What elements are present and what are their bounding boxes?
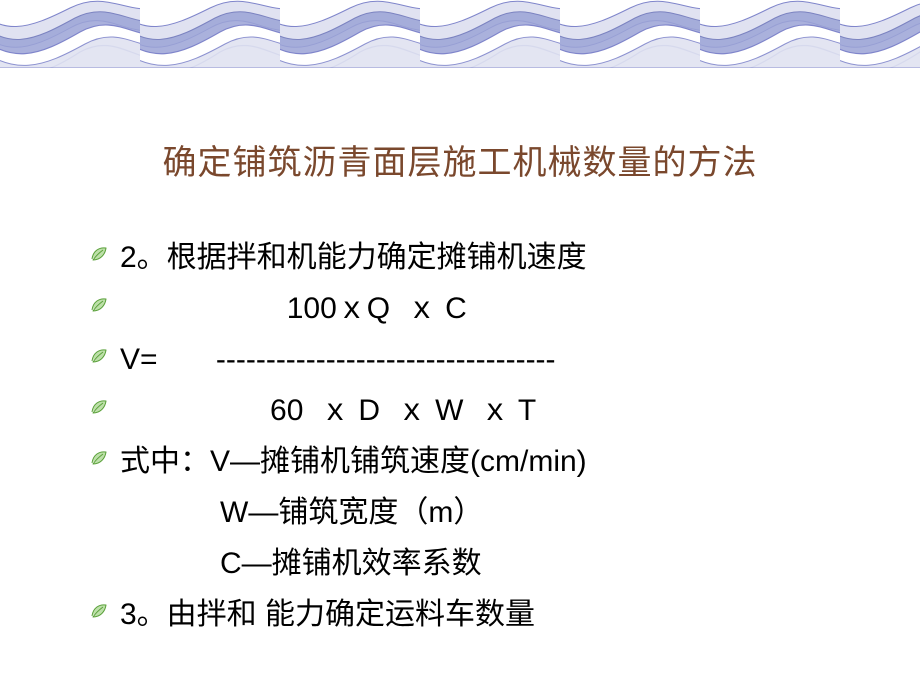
body-text: 100ｘQ ｘ C — [120, 286, 467, 331]
body-text: C—摊铺机效率系数 — [120, 541, 482, 586]
body-text: W—铺筑宽度（m） — [120, 490, 483, 535]
body-line: 3。由拌和 能力确定运料车数量 — [90, 592, 850, 637]
leaf-bullet-icon — [90, 286, 120, 314]
body-line: C—摊铺机效率系数 — [90, 541, 850, 586]
leaf-bullet-icon — [90, 388, 120, 416]
body-text: 60 ｘ D ｘ W ｘ T — [120, 388, 536, 433]
decorative-banner — [0, 0, 920, 68]
body-line: 100ｘQ ｘ C — [90, 286, 850, 331]
body-text: 3。由拌和 能力确定运料车数量 — [120, 592, 535, 637]
body-line: W—铺筑宽度（m） — [90, 490, 850, 535]
leaf-bullet-icon — [90, 439, 120, 467]
leaf-bullet-icon — [90, 337, 120, 365]
body-line: 2。根据拌和机能力确定摊铺机速度 — [90, 235, 850, 280]
body-text: V= ---------------------------------- — [120, 337, 556, 382]
leaf-bullet-icon — [90, 235, 120, 263]
slide: 确定铺筑沥青面层施工机械数量的方法 2。根据拌和机能力确定摊铺机速度 100ｘQ… — [0, 0, 920, 690]
slide-body: 2。根据拌和机能力确定摊铺机速度 100ｘQ ｘ C V= ----------… — [90, 235, 850, 643]
body-text: 式中：V—摊铺机铺筑速度(cm/min) — [120, 439, 587, 484]
slide-title: 确定铺筑沥青面层施工机械数量的方法 — [0, 135, 920, 184]
leaf-bullet-icon — [90, 592, 120, 620]
body-line: 式中：V—摊铺机铺筑速度(cm/min) — [90, 439, 850, 484]
body-line: V= ---------------------------------- — [90, 337, 850, 382]
body-line: 60 ｘ D ｘ W ｘ T — [90, 388, 850, 433]
body-text: 2。根据拌和机能力确定摊铺机速度 — [120, 235, 587, 280]
